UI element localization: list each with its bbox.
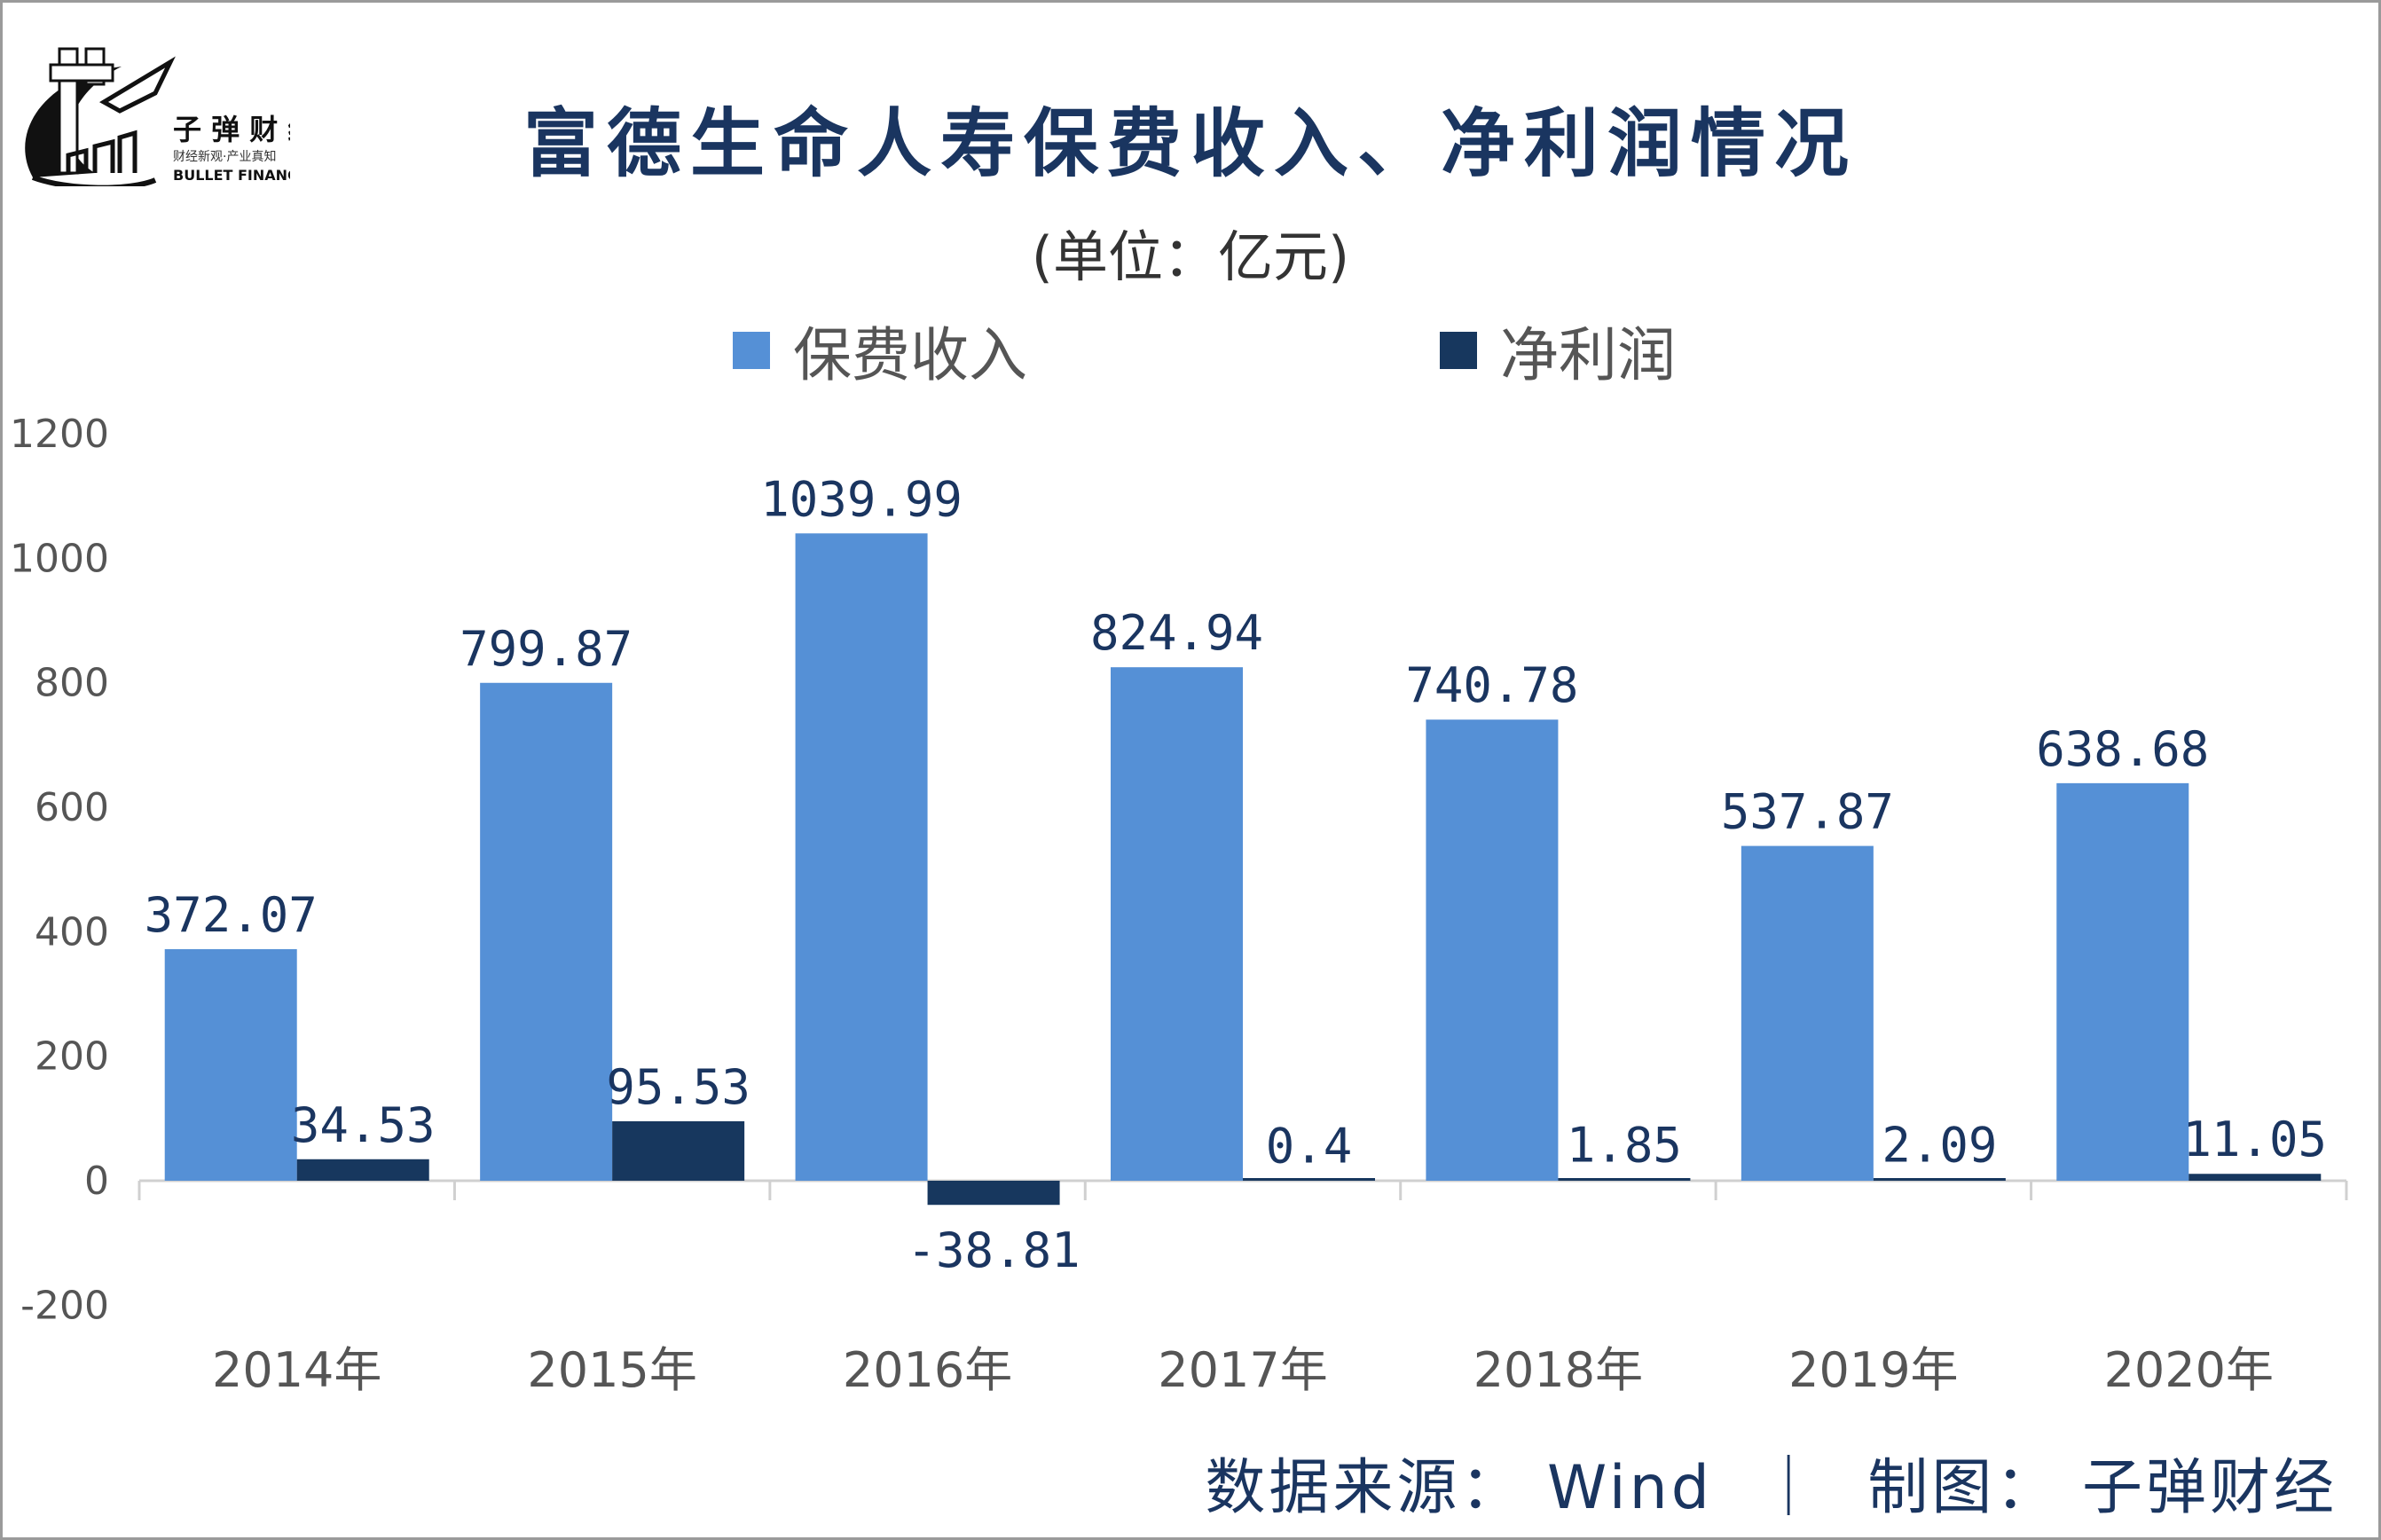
data-label-net-profit: 11.05: [2183, 1112, 2328, 1167]
bar-net-profit: [2188, 1174, 2322, 1181]
x-tick-label: 2017年: [1158, 1342, 1327, 1398]
bar-net-profit: [927, 1181, 1060, 1206]
chart-title: 富德生命人寿保费收入、净利润情况: [523, 100, 1858, 187]
data-label-net-profit: 2.09: [1882, 1118, 1997, 1174]
x-tick-label: 2016年: [843, 1342, 1012, 1398]
svg-text:BULLET FINANCE: BULLET FINANCE: [173, 167, 290, 184]
data-label-net-profit: 34.53: [291, 1097, 436, 1153]
bar-net-profit: [296, 1159, 429, 1181]
y-tick-label: -200: [20, 1283, 109, 1328]
legend-item-premium: 保费收入: [733, 308, 1027, 393]
data-label-premium: 1039.99: [760, 471, 963, 527]
x-tick-label: 2020年: [2104, 1342, 2274, 1398]
y-tick-label: 0: [84, 1159, 109, 1204]
bar-net-profit: [1873, 1178, 2006, 1181]
x-tick-label: 2018年: [1473, 1342, 1643, 1398]
legend-label-net-profit: 净利润: [1500, 321, 1676, 389]
data-label-net-profit: 0.4: [1266, 1119, 1353, 1175]
bar-premium: [795, 533, 928, 1181]
data-label-premium: 740.78: [1405, 657, 1578, 713]
bar-premium: [2056, 782, 2189, 1181]
y-tick-label: 800: [35, 661, 109, 706]
data-label-net-profit: 1.85: [1567, 1118, 1682, 1174]
y-tick-label: 1200: [10, 412, 109, 457]
x-tick-label: 2015年: [527, 1342, 696, 1398]
data-label-net-profit: 95.53: [606, 1059, 750, 1115]
legend-swatch-net-profit: [1440, 332, 1477, 369]
data-label-premium: 372.07: [145, 887, 318, 943]
bar-chart: 1200 1000 800 600 400 200 0 -200 2014年 372.07 34.5…: [10, 412, 2348, 1398]
x-tick-label: 2014年: [212, 1342, 381, 1398]
bar-net-profit: [1558, 1178, 1691, 1181]
y-tick-label: 200: [35, 1034, 109, 1080]
bar-net-profit: [1243, 1178, 1375, 1181]
data-label-net-profit: -38.81: [908, 1222, 1080, 1278]
legend-item-net-profit: 净利润: [1440, 308, 1676, 393]
y-tick-label: 600: [35, 785, 109, 830]
bar-premium: [1111, 667, 1243, 1181]
data-label-premium: 799.87: [460, 621, 633, 677]
bar-premium: [1426, 719, 1559, 1181]
legend-swatch-premium: [733, 332, 770, 369]
bar-premium: [164, 948, 297, 1181]
legend-label-premium: 保费收入: [793, 321, 1027, 389]
y-tick-label: 400: [35, 909, 109, 955]
data-label-premium: 824.94: [1090, 605, 1263, 661]
bar-premium: [480, 682, 613, 1181]
bar-premium: [1741, 845, 1874, 1181]
data-label-premium: 537.87: [1721, 784, 1894, 840]
data-label-premium: 638.68: [2036, 721, 2209, 777]
x-tick-label: 2019年: [1788, 1342, 1958, 1398]
source-footer: 数据来源： Wind ｜ 制图： 子弹财经: [1205, 1453, 2338, 1523]
chart-subtitle: (单位：亿元): [1031, 224, 1350, 289]
svg-text:财经新观·产业真知: 财经新观·产业真知: [173, 149, 276, 164]
y-tick-label: 1000: [10, 536, 109, 581]
bar-net-profit: [612, 1120, 745, 1181]
